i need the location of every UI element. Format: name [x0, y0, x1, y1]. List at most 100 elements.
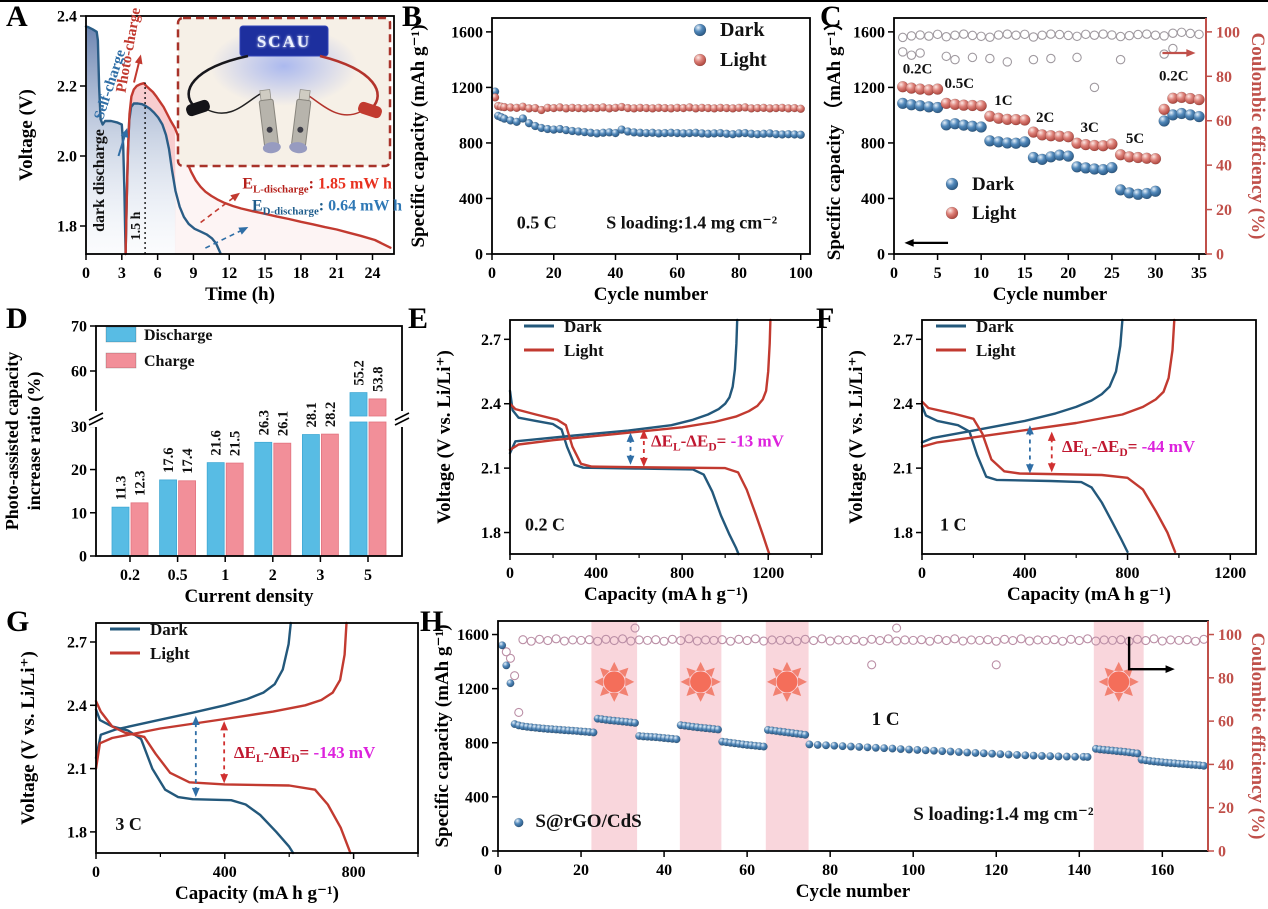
svg-text:0: 0 [506, 565, 514, 582]
svg-text:17.4: 17.4 [180, 448, 196, 473]
panel-letter-h: H [420, 605, 444, 638]
svg-text:11.3: 11.3 [114, 476, 130, 501]
svg-text:EL-discharge: 1.85 mW h: EL-discharge: 1.85 mW h [242, 176, 392, 196]
svg-text:dark discharge: dark discharge [91, 129, 108, 232]
svg-text:60: 60 [669, 265, 685, 282]
svg-text:3 C: 3 C [115, 814, 142, 834]
svg-text:S loading:1.4 mg cm⁻²: S loading:1.4 mg cm⁻² [606, 212, 777, 232]
svg-text:0.2: 0.2 [120, 567, 140, 584]
svg-text:100: 100 [1216, 24, 1240, 41]
svg-text:2.4: 2.4 [67, 698, 87, 715]
chart-long-cycling-with-illumination: 0 20 40 60 80 100 120 140 1600400800120016000204… [432, 620, 1268, 902]
svg-text:17.6: 17.6 [161, 448, 177, 473]
svg-text:3: 3 [118, 265, 126, 282]
panel-letter-f: F [816, 302, 835, 335]
svg-text:Coulombic efficiency (%): Coulombic efficiency (%) [1247, 633, 1268, 840]
panel-b-cycling-half-c: B 0 20 40 60 80 100 0 400 800 1200 1600 Cycle numbe… [400, 2, 820, 304]
svg-text:20: 20 [1216, 202, 1232, 219]
svg-text:800: 800 [1116, 565, 1140, 582]
svg-text:1200: 1200 [853, 80, 885, 97]
svg-text:0.2 C: 0.2 C [525, 514, 565, 534]
svg-text:24: 24 [365, 265, 381, 282]
svg-text:400: 400 [465, 789, 489, 806]
svg-text:Voltage (V vs. Li/Li⁺): Voltage (V vs. Li/Li⁺) [18, 651, 39, 825]
svg-text:2.7: 2.7 [481, 332, 501, 349]
svg-text:0: 0 [82, 265, 90, 282]
svg-text:0: 0 [877, 247, 885, 264]
svg-text:2.1: 2.1 [481, 461, 501, 478]
svg-text:Discharge: Discharge [144, 327, 212, 344]
svg-text:Coulombic efficiency (%): Coulombic efficiency (%) [1247, 33, 1268, 240]
svg-text:80: 80 [1216, 69, 1232, 86]
svg-text:3: 3 [316, 567, 324, 584]
svg-text:0: 0 [890, 265, 898, 282]
svg-text:400: 400 [1013, 565, 1037, 582]
svg-text:18: 18 [293, 265, 309, 282]
panel-letter-e: E [408, 302, 429, 335]
svg-text:100: 100 [789, 265, 813, 282]
chart-voltage-profile-0p2c: 0 400 800 1200 1.8 2.1 2.4 2.7 Capacity (mA h g⁻… [434, 317, 823, 605]
svg-text:1.8: 1.8 [893, 525, 913, 542]
svg-text:0.2C: 0.2C [1159, 68, 1189, 84]
svg-text:60: 60 [1218, 714, 1234, 731]
chart-voltage-profile-1c: 0 400 800 1200 1.8 2.1 2.4 2.7 Capacity (mA h g⁻… [846, 317, 1257, 605]
svg-text:28.1: 28.1 [304, 402, 320, 427]
panel-letter-d: D [6, 302, 28, 335]
svg-text:400: 400 [459, 191, 483, 208]
svg-text:1.8: 1.8 [57, 219, 77, 236]
svg-text:800: 800 [459, 135, 483, 152]
svg-text:5: 5 [364, 567, 372, 584]
svg-text:5: 5 [934, 265, 942, 282]
svg-text:0: 0 [92, 864, 100, 881]
svg-text:Cycle number: Cycle number [993, 284, 1108, 304]
svg-text:Dark: Dark [976, 317, 1014, 336]
svg-text:60: 60 [1216, 113, 1232, 130]
svg-text:Voltage (V vs. Li/Li⁺): Voltage (V vs. Li/Li⁺) [434, 350, 455, 524]
svg-text:53.8: 53.8 [371, 367, 387, 392]
panel-d-capacity-increase-bars: D 11.3 12.3 17.6 17.4 21.6 21.5 26.3 26.1 28.1 28… [0, 304, 420, 609]
svg-text:1200: 1200 [457, 681, 489, 698]
svg-text:12: 12 [221, 265, 237, 282]
panel-h-long-cycling-light-dark: H 0 20 40 60 80 100 120 140 160 0 400 800 1200 1600 0 2… [420, 607, 1268, 907]
svg-text:0.5: 0.5 [168, 567, 188, 584]
svg-text:26.1: 26.1 [275, 411, 291, 436]
svg-text:25: 25 [1104, 265, 1120, 282]
chart-photo-assisted-increase-ratio: 11.3 12.3 17.6 17.4 21.6 21.5 26.3 26.1 28.1 28.2… [2, 319, 410, 607]
svg-text:Specific capacity （mAh g⁻¹）: Specific capacity （mAh g⁻¹） [822, 12, 845, 260]
svg-text:0: 0 [481, 844, 489, 861]
svg-text:20: 20 [546, 265, 562, 282]
panel-letter-g: G [6, 605, 30, 638]
svg-text:ΔEL-ΔED= -13 mV: ΔEL-ΔED= -13 mV [651, 432, 785, 454]
svg-text:70: 70 [71, 319, 87, 336]
svg-text:400: 400 [861, 191, 885, 208]
svg-text:80: 80 [731, 265, 747, 282]
svg-text:1600: 1600 [451, 24, 483, 41]
svg-text:Light: Light [976, 341, 1016, 360]
svg-text:0: 0 [1216, 247, 1224, 264]
svg-text:0: 0 [475, 247, 483, 264]
svg-text:Cycle number: Cycle number [594, 284, 709, 304]
chart-rate-capability: 0 5 10 15 20 25 30 35 0 400 800 1200 1600 0 20 40 60 80 10… [822, 12, 1268, 304]
svg-text:2C: 2C [1036, 110, 1054, 126]
svg-text:ΔEL-ΔED= -44 mV: ΔEL-ΔED= -44 mV [1062, 437, 1196, 459]
svg-text:2.0: 2.0 [57, 149, 77, 166]
svg-text:S@rGO/CdS: S@rGO/CdS [535, 811, 641, 832]
svg-text:0.5 C: 0.5 C [517, 212, 557, 232]
svg-text:0: 0 [918, 565, 926, 582]
svg-text:20: 20 [1218, 800, 1234, 817]
svg-text:60: 60 [739, 862, 755, 879]
svg-text:1600: 1600 [853, 24, 885, 41]
svg-text:2.7: 2.7 [67, 634, 87, 651]
svg-text:Charge: Charge [144, 353, 195, 370]
svg-text:40: 40 [1216, 158, 1232, 175]
svg-text:1: 1 [221, 567, 229, 584]
chart-capacity-vs-cycle-0p5c: 0 20 40 60 80 100 0 400 800 1200 1600 Cycle number S… [408, 17, 813, 304]
svg-text:2.7: 2.7 [893, 332, 913, 349]
svg-text:6: 6 [154, 265, 162, 282]
svg-text:800: 800 [861, 135, 885, 152]
svg-text:30: 30 [1147, 265, 1163, 282]
svg-text:21: 21 [329, 265, 345, 282]
panel-a-photo-charging-voltage-time: A 0 3 6 9 12 15 18 21 24 1.8 2.0 2.2 2.4 Time (h) Volt… [0, 2, 402, 304]
svg-text:Specific capacity (mAh g⁻¹): Specific capacity (mAh g⁻¹) [408, 24, 429, 247]
panel-c-rate-capability: C 0 5 10 15 20 25 30 35 0 400 800 1200 1600 0 20 40 60 80… [820, 2, 1268, 304]
